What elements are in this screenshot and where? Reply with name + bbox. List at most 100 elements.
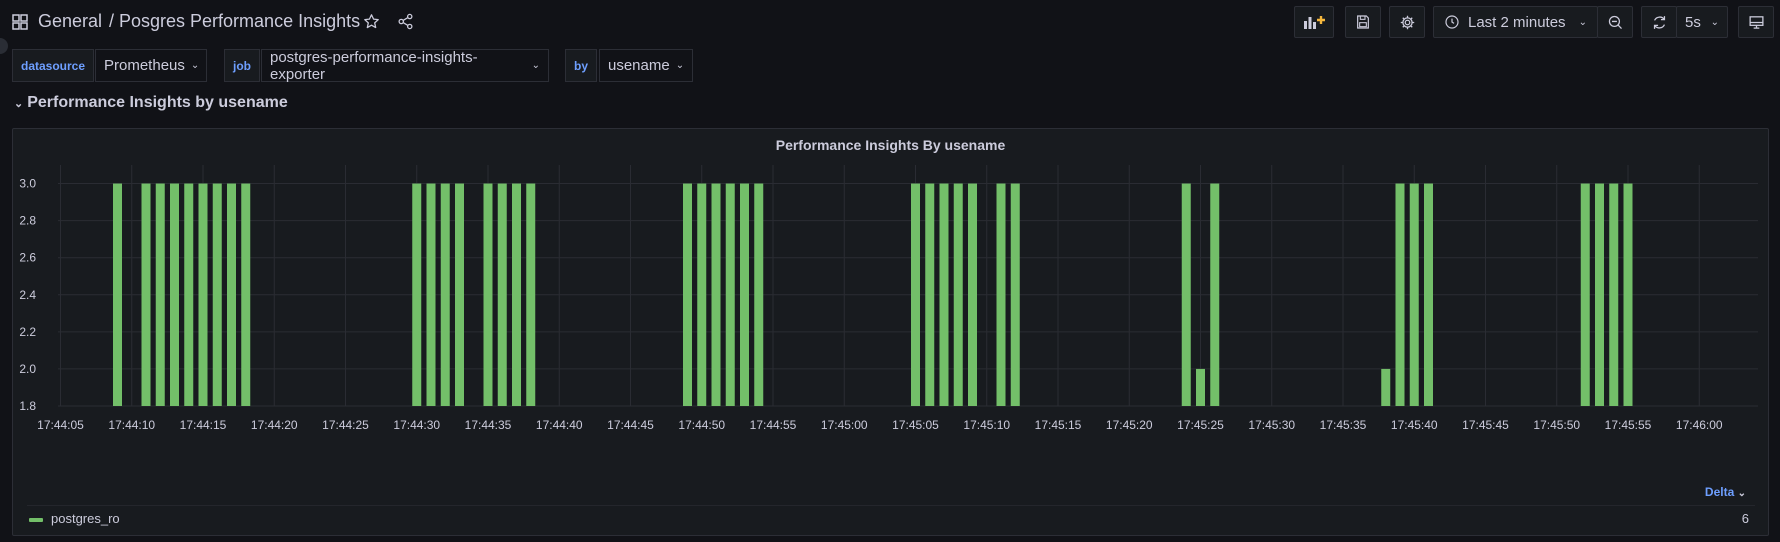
bar[interactable] [725,183,735,406]
sidebar-toggle-handle[interactable] [0,38,8,54]
refresh-interval-picker[interactable]: 5s ⌄ [1676,6,1728,38]
legend-series-value: 6 [1741,511,1749,526]
variable-select-job[interactable]: postgres-performance-insights-exporter ⌄ [261,48,549,83]
bar[interactable] [1580,183,1590,406]
variable-select-by[interactable]: usename ⌄ [599,49,693,82]
refresh-interval-label: 5s [1685,13,1701,31]
bar[interactable] [754,183,764,406]
x-tick-label: 17:45:50 [1533,418,1580,432]
bar[interactable] [170,183,179,406]
chevron-down-icon: ⌄ [14,98,24,110]
view-mode-button[interactable] [1738,6,1774,38]
bar[interactable] [1381,368,1391,406]
bar[interactable] [925,183,935,406]
bar[interactable] [1181,183,1191,406]
y-tick-label: 2.6 [19,251,36,265]
breadcrumb-dashboard-title[interactable]: / Posgres Performance Insights [109,11,361,31]
x-tick-label: 17:45:25 [1177,418,1224,432]
zoom-out-icon [1608,15,1622,29]
bar[interactable] [455,183,464,406]
add-panel-button[interactable] [1294,6,1334,38]
bar[interactable] [996,183,1006,406]
bar[interactable] [1424,183,1433,406]
bar[interactable] [241,183,251,406]
x-tick-label: 17:45:05 [892,418,939,432]
x-tick-label: 17:45:15 [1035,418,1082,432]
bar[interactable] [1609,183,1619,406]
refresh-button[interactable] [1641,6,1677,38]
bar[interactable] [711,183,721,406]
bar[interactable] [1395,183,1405,406]
legend-mode-label: Delta [1704,485,1735,499]
bar[interactable] [1409,183,1419,406]
bar[interactable] [483,183,493,406]
save-dashboard-button[interactable] [1345,6,1381,38]
chevron-down-icon: ⌄ [1578,16,1587,28]
breadcrumb-folder[interactable]: General [38,11,103,31]
variable-value-job: postgres-performance-insights-exporter [270,48,478,83]
legend-item[interactable]: postgres_ro 6 [27,505,1755,532]
x-tick-label: 17:45:40 [1391,418,1438,432]
y-tick-label: 2.2 [19,325,36,339]
x-tick-label: 17:45:30 [1248,418,1295,432]
bar[interactable] [141,183,151,406]
bar[interactable] [1010,183,1020,406]
bar[interactable] [1196,368,1205,406]
chevron-down-icon: ⌄ [190,60,200,71]
bar[interactable] [212,183,222,406]
variable-select-datasource[interactable]: Prometheus ⌄ [95,49,207,82]
x-tick-label: 17:44:10 [108,418,155,432]
chevron-down-icon: ⌄ [1737,488,1746,499]
zoom-out-button[interactable] [1597,6,1633,38]
timeseries-panel: Performance Insights By usename 1.8 2.0 2.… [12,128,1769,536]
x-tick-label: 17:44:35 [465,418,512,432]
bar[interactable] [911,183,920,406]
x-tick-label: 17:44:25 [322,418,369,432]
share-icon[interactable] [397,13,414,30]
bar[interactable] [683,183,692,406]
star-icon[interactable] [363,13,380,30]
gear-icon [1400,15,1414,29]
monitor-icon [1748,15,1764,29]
bar[interactable] [939,183,949,406]
save-icon [1357,15,1369,29]
bar[interactable] [968,183,977,406]
row-title: Performance Insights by usename [27,94,288,111]
bar[interactable] [113,183,122,406]
dashboard-row-header[interactable]: ⌄ Performance Insights by usename [14,94,288,112]
bar[interactable] [697,183,707,406]
x-tick-label: 17:46:00 [1676,418,1723,432]
bar[interactable] [740,183,749,406]
bar[interactable] [1210,183,1220,406]
legend-mode-selector[interactable]: Delta ⌄ [1705,485,1746,499]
bar[interactable] [953,183,963,406]
chevron-down-icon: ⌄ [531,60,540,71]
bar[interactable] [1595,183,1604,406]
x-tick-label: 17:45:20 [1106,418,1153,432]
bar[interactable] [526,183,536,406]
x-tick-label: 17:45:35 [1320,418,1367,432]
x-tick-label: 17:45:55 [1605,418,1652,432]
add-panel-icon [1304,16,1325,29]
x-tick-label: 17:44:40 [536,418,583,432]
dashboard-settings-button[interactable] [1389,6,1425,38]
panel-title[interactable]: Performance Insights By usename [775,137,1006,153]
time-range-picker[interactable]: Last 2 minutes ⌄ [1433,6,1598,38]
chevron-down-icon: ⌄ [1710,16,1719,28]
bar[interactable] [512,183,521,406]
bar[interactable] [1623,183,1633,406]
variable-label-job: job [224,49,260,82]
bar[interactable] [184,183,194,406]
bar[interactable] [155,183,165,406]
bar[interactable] [198,183,208,406]
bar[interactable] [426,183,436,406]
x-tick-label: 17:44:30 [393,418,440,432]
bar[interactable] [497,183,507,406]
time-range-label: Last 2 minutes [1468,13,1566,31]
bar[interactable] [227,183,236,406]
bar[interactable] [440,183,450,406]
x-tick-label: 17:44:55 [750,418,797,432]
bar[interactable] [412,183,422,406]
dashboards-grid-icon[interactable] [12,14,28,30]
bar-chart[interactable]: 1.8 2.0 2.2 2.4 2.6 2.8 3.0 17:44:05 17:44:10 17:… [13,129,1768,479]
